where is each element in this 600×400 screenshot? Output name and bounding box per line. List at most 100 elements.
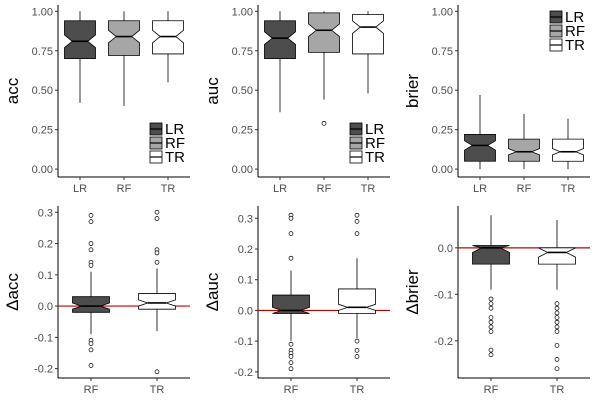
- box-body: [538, 247, 576, 265]
- y-tick-label: 0.50: [32, 85, 53, 97]
- x-tick-label: RF: [517, 183, 532, 195]
- y-tick-label: 1.00: [232, 6, 253, 18]
- y-tick-label: 1.00: [32, 6, 53, 18]
- y-tick-label: 0.50: [432, 85, 453, 97]
- y-tick-label: 0.25: [232, 125, 253, 137]
- y-tick-label: -0.2: [34, 364, 53, 376]
- box-body: [552, 138, 584, 162]
- x-tick-label: RF: [84, 384, 99, 396]
- box-body: [108, 20, 140, 56]
- outlier-point: [288, 366, 294, 372]
- outlier-point: [488, 324, 494, 330]
- box-TR: [152, 11, 184, 83]
- box-body: [64, 20, 96, 60]
- y-axis-label: acc: [3, 77, 22, 104]
- box-LR: [64, 11, 96, 103]
- outlier-point: [554, 366, 560, 372]
- x-tick-label: TR: [361, 183, 376, 195]
- y-tick-label: 1.00: [432, 6, 453, 18]
- box-LR: [264, 11, 296, 113]
- box-TR: [538, 219, 576, 372]
- outlier-point: [354, 354, 360, 359]
- outlier-point: [288, 341, 294, 347]
- y-tick-label: -0.2: [234, 367, 253, 379]
- legend-label: RF: [565, 23, 585, 40]
- y-axis-label: Δacc: [3, 273, 22, 311]
- outlier-point: [288, 354, 294, 359]
- box-RF: [508, 113, 540, 170]
- x-tick-label: RF: [484, 384, 499, 396]
- y-tick-label: 0.75: [432, 46, 453, 58]
- y-tick-label: 0.2: [38, 239, 53, 251]
- box-body: [264, 20, 296, 60]
- outlier-point: [554, 305, 560, 311]
- outlier-point: [88, 213, 94, 218]
- panel-3: -0.2 -0.1 0.0 0.1 0.2 0.3 Δacc RF TR: [3, 206, 190, 396]
- y-tick-label: 0.2: [238, 244, 253, 256]
- x-tick-label: TR: [561, 183, 576, 195]
- box-LR: [464, 94, 496, 170]
- legend-label: LR: [365, 121, 384, 138]
- box-TR: [338, 212, 376, 359]
- legend-label: TR: [565, 37, 585, 54]
- outlier-point: [354, 212, 360, 218]
- outlier-point: [354, 338, 360, 344]
- outlier-point: [554, 310, 560, 316]
- x-tick-label: RF: [117, 183, 132, 195]
- outlier-point: [288, 255, 294, 261]
- outlier-point: [88, 363, 94, 368]
- outlier-point: [88, 247, 94, 253]
- y-tick-label: 0.00: [232, 164, 253, 176]
- y-tick-label: 0.75: [32, 46, 53, 58]
- y-tick-label: -0.1: [234, 336, 253, 348]
- outlier-point: [488, 296, 494, 302]
- outlier-point: [88, 219, 94, 224]
- box-body: [272, 294, 310, 314]
- y-axis-label: Δbrier: [403, 269, 422, 315]
- outlier-point: [488, 347, 494, 353]
- outlier-point: [554, 343, 560, 348]
- outlier-point: [554, 315, 560, 320]
- outlier-point: [488, 329, 494, 334]
- box-RF: [308, 11, 340, 126]
- outlier-point: [554, 319, 560, 325]
- y-tick-label: 0.25: [32, 125, 53, 137]
- x-tick-label: TR: [161, 183, 176, 195]
- box-RF: [472, 215, 510, 358]
- box-RF: [108, 11, 140, 106]
- legend-label: LR: [565, 9, 584, 26]
- outlier-point: [88, 347, 94, 353]
- x-tick-label: RF: [317, 183, 332, 195]
- y-tick-label: 0.0: [238, 305, 253, 317]
- outlier-point: [488, 315, 494, 320]
- y-tick-label: 0.0: [438, 243, 453, 255]
- legend-label: LR: [165, 121, 184, 138]
- y-tick-label: 0.50: [232, 85, 253, 97]
- outlier-point: [154, 209, 160, 215]
- y-tick-label: 0.3: [38, 207, 53, 219]
- outlier-point: [554, 301, 560, 306]
- box-body: [464, 133, 496, 162]
- legend-label: RF: [365, 135, 385, 152]
- outlier-point: [554, 329, 560, 334]
- box-body: [308, 12, 340, 53]
- box-TR: [138, 209, 176, 375]
- y-axis-label: auc: [203, 77, 222, 105]
- y-tick-label: -0.1: [434, 289, 453, 301]
- outlier-point: [88, 241, 94, 246]
- y-tick-label: 0.25: [432, 125, 453, 137]
- outlier-point: [488, 319, 494, 325]
- x-tick-label: TR: [550, 384, 565, 396]
- panel-5: -0.2 -0.1 0.0 Δbrier RF TR: [403, 206, 590, 396]
- outlier-point: [488, 305, 494, 311]
- outlier-point: [488, 301, 494, 306]
- y-tick-label: 0.0: [38, 301, 53, 313]
- x-tick-label: LR: [73, 183, 87, 195]
